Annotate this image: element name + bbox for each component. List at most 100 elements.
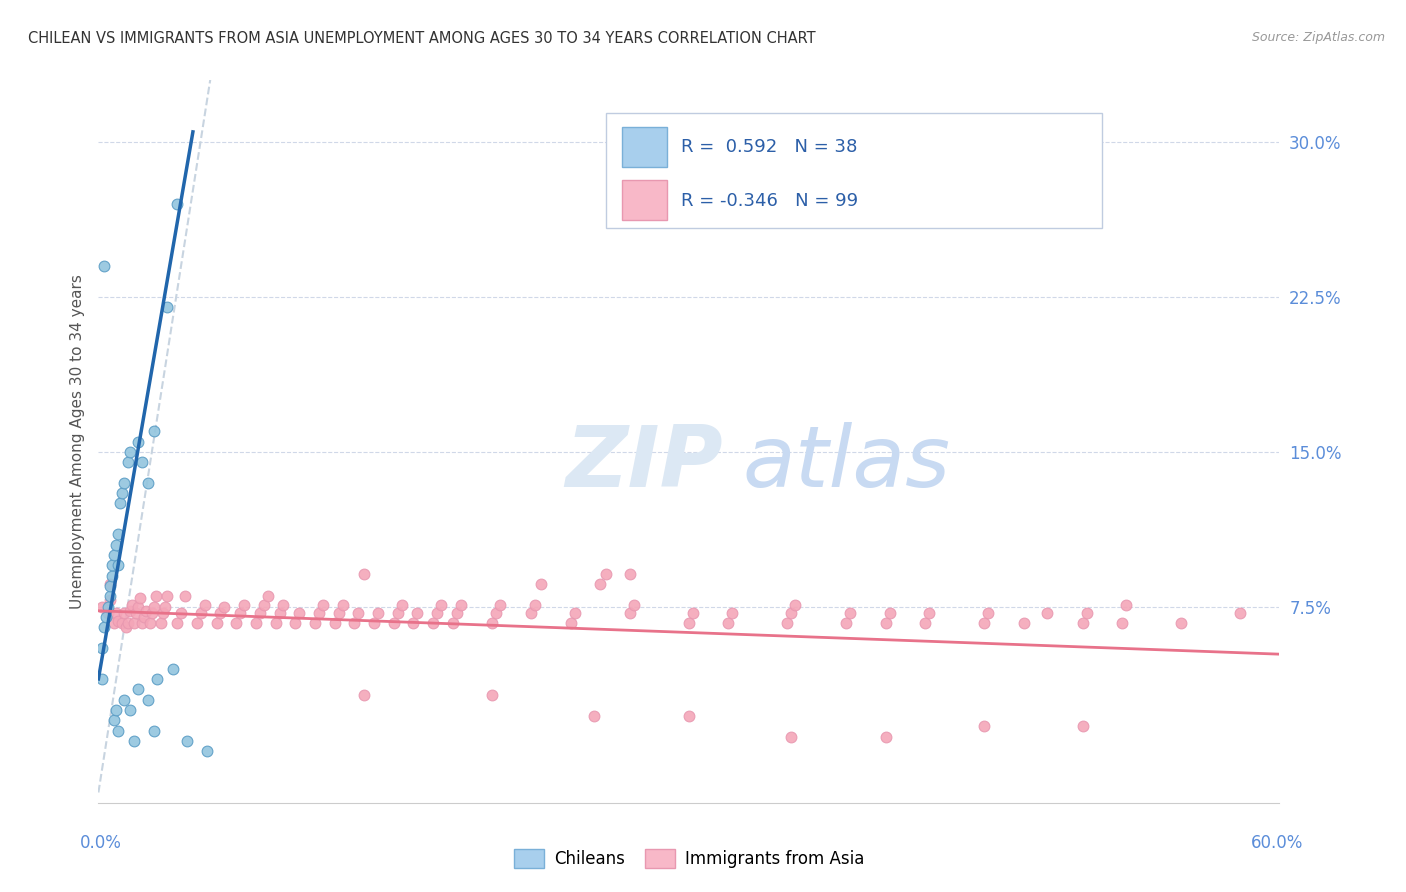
Point bbox=[253, 598, 276, 612]
Point bbox=[115, 620, 138, 634]
Point bbox=[288, 606, 311, 620]
Point bbox=[875, 730, 897, 744]
Point bbox=[875, 616, 897, 631]
Point bbox=[112, 475, 135, 490]
Point bbox=[564, 606, 586, 620]
Point bbox=[721, 606, 744, 620]
FancyBboxPatch shape bbox=[606, 112, 1102, 228]
Point bbox=[363, 616, 385, 631]
Point bbox=[117, 455, 139, 469]
Point bbox=[162, 662, 184, 676]
Point bbox=[402, 616, 425, 631]
Point bbox=[1076, 606, 1098, 620]
Point bbox=[103, 713, 125, 727]
Point bbox=[150, 616, 173, 631]
Point bbox=[678, 709, 700, 723]
Point bbox=[118, 445, 141, 459]
Point bbox=[835, 616, 858, 631]
Point bbox=[98, 590, 121, 604]
Point bbox=[918, 606, 941, 620]
Point bbox=[304, 616, 326, 631]
Point bbox=[353, 566, 375, 581]
Point bbox=[195, 744, 218, 758]
Point bbox=[166, 197, 188, 211]
Point bbox=[977, 606, 1000, 620]
Point bbox=[328, 606, 350, 620]
Point bbox=[105, 703, 128, 717]
Point bbox=[233, 598, 256, 612]
Y-axis label: Unemployment Among Ages 30 to 34 years: Unemployment Among Ages 30 to 34 years bbox=[69, 274, 84, 609]
Point bbox=[879, 606, 901, 620]
Text: 60.0%: 60.0% bbox=[1250, 834, 1303, 852]
Point bbox=[323, 616, 346, 631]
Point bbox=[308, 606, 330, 620]
Point bbox=[973, 616, 995, 631]
Point bbox=[520, 606, 543, 620]
Text: CHILEAN VS IMMIGRANTS FROM ASIA UNEMPLOYMENT AMONG AGES 30 TO 34 YEARS CORRELATI: CHILEAN VS IMMIGRANTS FROM ASIA UNEMPLOY… bbox=[28, 31, 815, 46]
Point bbox=[174, 590, 197, 604]
Point bbox=[138, 616, 160, 631]
Point bbox=[91, 599, 114, 614]
Point bbox=[145, 590, 167, 604]
Point bbox=[136, 475, 159, 490]
Point bbox=[131, 616, 153, 631]
Point bbox=[103, 616, 125, 631]
Point bbox=[678, 616, 700, 631]
Point bbox=[481, 689, 503, 703]
Point bbox=[98, 577, 121, 591]
Point bbox=[142, 599, 165, 614]
Point bbox=[107, 558, 129, 573]
Point bbox=[776, 616, 799, 631]
Point bbox=[131, 455, 153, 469]
Point bbox=[146, 672, 169, 686]
Point bbox=[780, 730, 803, 744]
Point bbox=[93, 259, 115, 273]
Text: atlas: atlas bbox=[742, 422, 950, 505]
Point bbox=[583, 709, 606, 723]
Point bbox=[176, 734, 198, 748]
Point bbox=[481, 616, 503, 631]
Point bbox=[122, 734, 145, 748]
Point bbox=[107, 614, 129, 628]
Point bbox=[91, 640, 114, 655]
Point bbox=[205, 616, 228, 631]
Point bbox=[387, 606, 409, 620]
Point bbox=[1012, 616, 1035, 631]
Point bbox=[619, 606, 641, 620]
Point bbox=[249, 606, 271, 620]
FancyBboxPatch shape bbox=[621, 128, 666, 167]
Point bbox=[136, 692, 159, 706]
Point bbox=[97, 606, 120, 620]
Point bbox=[209, 606, 232, 620]
Text: Source: ZipAtlas.com: Source: ZipAtlas.com bbox=[1251, 31, 1385, 45]
Point bbox=[96, 610, 118, 624]
Point bbox=[214, 599, 236, 614]
Point bbox=[107, 527, 129, 541]
Point bbox=[190, 606, 212, 620]
Point bbox=[111, 486, 134, 500]
Point bbox=[117, 616, 139, 631]
Point bbox=[717, 616, 740, 631]
Point bbox=[141, 606, 163, 620]
Text: 0.0%: 0.0% bbox=[80, 834, 122, 852]
Text: R =  0.592   N = 38: R = 0.592 N = 38 bbox=[681, 138, 858, 156]
Point bbox=[441, 616, 464, 631]
FancyBboxPatch shape bbox=[621, 180, 666, 219]
Point bbox=[524, 598, 547, 612]
Point bbox=[839, 606, 862, 620]
Point bbox=[273, 598, 295, 612]
Point bbox=[269, 606, 291, 620]
Point bbox=[347, 606, 370, 620]
Point bbox=[1071, 719, 1094, 733]
Point bbox=[170, 606, 193, 620]
Point bbox=[530, 577, 553, 591]
Point bbox=[152, 606, 174, 620]
Point bbox=[142, 424, 165, 438]
Point bbox=[98, 579, 121, 593]
Point bbox=[127, 434, 149, 449]
Point bbox=[489, 598, 512, 612]
Point bbox=[101, 568, 124, 582]
Point bbox=[135, 604, 157, 618]
Point bbox=[312, 598, 335, 612]
Point bbox=[97, 599, 120, 614]
